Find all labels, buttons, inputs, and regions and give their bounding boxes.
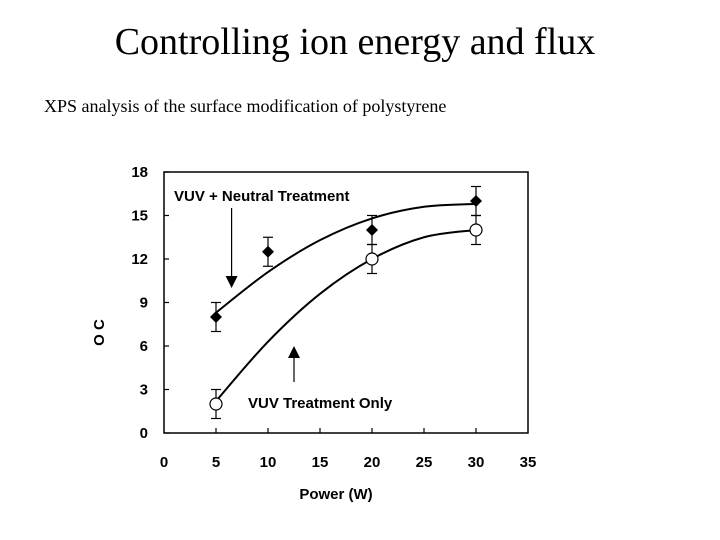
trend-line-1 (215, 202, 477, 314)
annotation-label: VUV Treatment Only (248, 395, 393, 412)
data-point-circle (469, 223, 483, 237)
y-tick-label: 0 (140, 425, 148, 442)
annotation-arrow-head (288, 346, 300, 358)
x-tick-label: 30 (468, 454, 485, 471)
y-tick-label: 3 (140, 382, 148, 399)
y-tick-label: 6 (140, 338, 148, 355)
data-point-diamond (210, 311, 222, 323)
y-axis-label-text: O C (91, 319, 108, 346)
annotation-arrow-head (225, 276, 238, 288)
x-tick-label: 20 (364, 454, 381, 471)
slide-subtitle: XPS analysis of the surface modification… (44, 96, 447, 116)
y-tick-label: 9 (140, 295, 148, 312)
y-tick-label: 12 (131, 251, 148, 268)
y-axis: 0 3 6 9 12 15 18 (131, 164, 169, 442)
y-tick-label: 18 (131, 164, 148, 181)
data-point-diamond (470, 195, 482, 207)
data-point-diamond (262, 245, 274, 258)
x-tick-label: 35 (520, 454, 537, 471)
x-tick-label: 25 (416, 454, 433, 471)
x-tick-label: 10 (260, 454, 277, 471)
y-tick-label: 15 (131, 208, 148, 225)
data-point-circle (209, 397, 223, 411)
x-tick-label: 15 (312, 454, 329, 471)
data-point-diamond (366, 224, 378, 236)
data-points (209, 195, 483, 411)
y-axis-label: O C (91, 319, 108, 346)
x-axis: 0 5 10 15 20 25 30 35 (160, 428, 537, 471)
x-tick-label: 5 (212, 454, 220, 471)
trend-line-2 (215, 229, 477, 402)
annotation-label: VUV + Neutral Treatment (174, 188, 349, 205)
annotations: VUV + Neutral Treatment VUV Treatment Onl… (174, 188, 393, 412)
error-bars (211, 185, 481, 420)
data-point-circle (365, 252, 379, 266)
trend-lines (215, 202, 477, 402)
x-tick-label: 0 (160, 454, 168, 471)
x-axis-label: Power (W) (299, 486, 372, 503)
slide-title: Controlling ion energy and flux (114, 21, 596, 63)
